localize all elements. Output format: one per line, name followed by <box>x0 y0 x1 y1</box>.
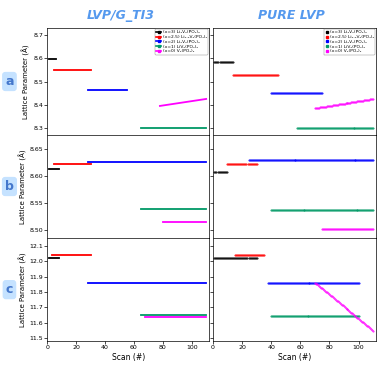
Text: c: c <box>6 283 13 296</box>
Legend: (x=3) Li₃V₂(PO₄)₃, (x=2.5) Li₂.₅V₂(PO₄)₃, (x=2) Li₂V₂(PO₄)₃, (x=1) LiV₂(PO₄)₃, (: (x=3) Li₃V₂(PO₄)₃, (x=2.5) Li₂.₅V₂(PO₄)₃… <box>155 29 208 55</box>
X-axis label: Scan (#): Scan (#) <box>278 353 311 362</box>
Y-axis label: Lattice Parameter (Å): Lattice Parameter (Å) <box>19 149 27 224</box>
Legend: (x=3) Li₃V₂(PO₄)₃, (x=2.5) Li₂.₅V₂(PO₄)₃, (x=2) Li₂V₂(PO₄)₃, (x=1) LiV₂(PO₄)₃, (: (x=3) Li₃V₂(PO₄)₃, (x=2.5) Li₂.₅V₂(PO₄)₃… <box>324 29 375 55</box>
X-axis label: Scan (#): Scan (#) <box>112 353 145 362</box>
Y-axis label: Lattice Parameter (Å): Lattice Parameter (Å) <box>22 44 31 119</box>
Text: PURE LVP: PURE LVP <box>258 9 324 22</box>
Y-axis label: Lattice Parameter (Å): Lattice Parameter (Å) <box>19 252 26 327</box>
Text: b: b <box>5 180 14 193</box>
Text: a: a <box>5 75 14 88</box>
Text: LVP/G_TI3: LVP/G_TI3 <box>87 9 155 22</box>
